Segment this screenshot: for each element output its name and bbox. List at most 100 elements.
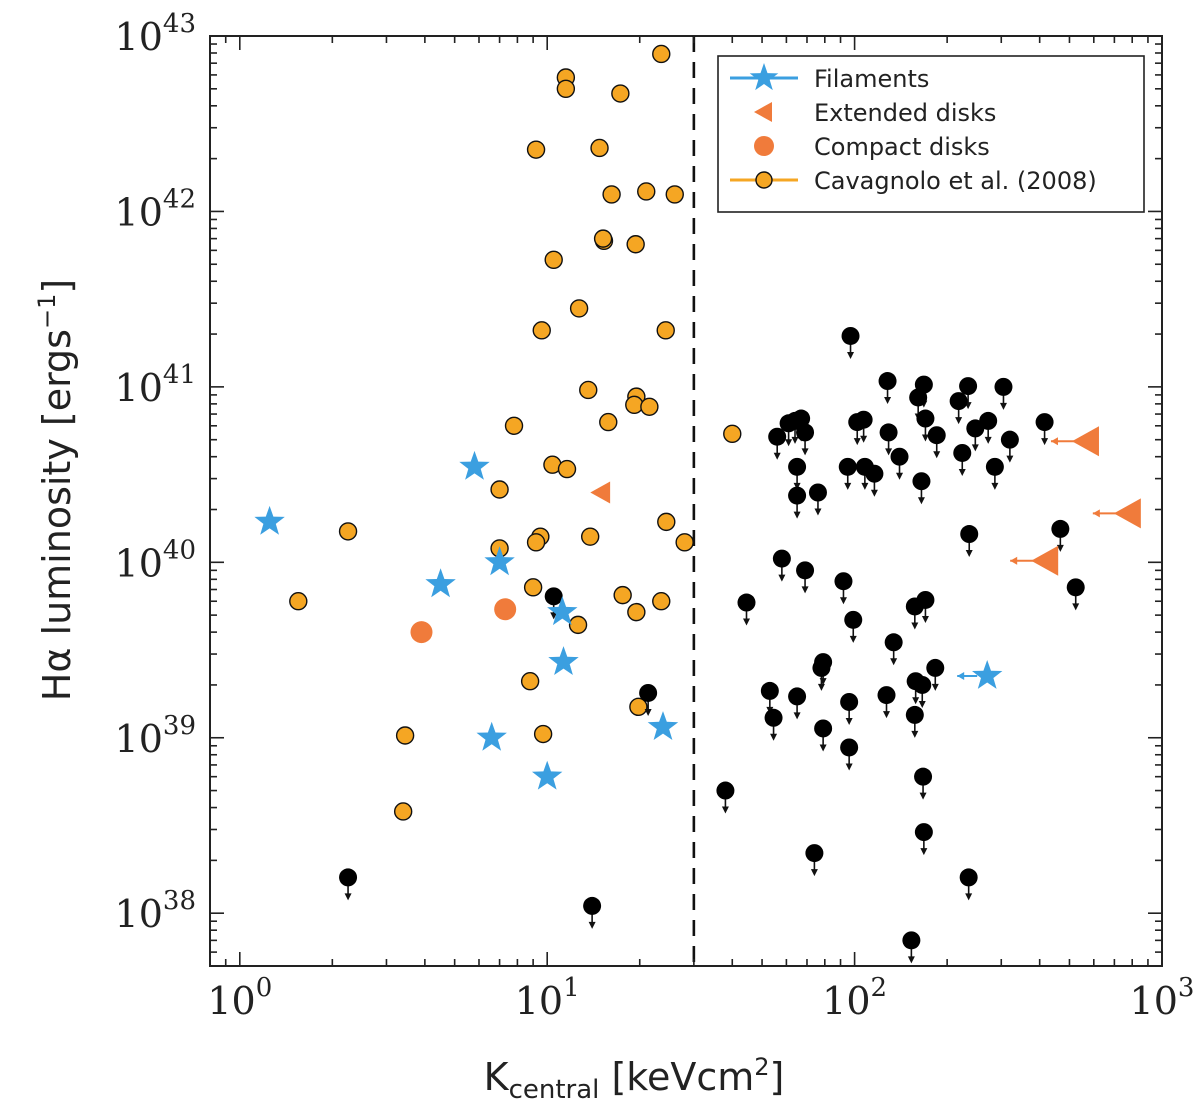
upper-limit-point — [927, 426, 946, 445]
y-axis-title-end: ] — [35, 279, 79, 294]
cavagnolo-point — [599, 412, 618, 432]
upper-limit-point — [916, 590, 935, 609]
legend-label: Cavagnolo et al. (2008) — [814, 167, 1097, 195]
cavagnolo-point — [544, 250, 563, 270]
upper-limit-point — [912, 472, 931, 491]
cavagnolo-point — [526, 533, 546, 552]
cavagnolo-point — [338, 522, 358, 541]
upper-limit-point — [716, 781, 735, 800]
cavagnolo-point — [520, 672, 540, 691]
legend-edge-circle-marker — [755, 171, 773, 189]
cavagnolo-point — [593, 229, 613, 248]
cavagnolo-point — [637, 182, 656, 201]
upper-limit-point — [583, 896, 602, 915]
upper-limit-point — [841, 326, 860, 345]
extended-disk-limit-point — [1113, 498, 1141, 529]
upper-limit-point — [902, 931, 921, 950]
cavagnolo-point — [568, 615, 588, 635]
upper-limit-point — [1035, 413, 1054, 432]
cavagnolo-point — [629, 697, 648, 717]
axis-ticks: 100 101 102 103 1038 1039 1040 1041 1042 1043 — [115, 9, 1195, 1023]
legend-item: Compact disks — [754, 133, 990, 161]
x-axis-title-sub: central — [509, 1075, 600, 1105]
cavagnolo-point — [652, 592, 671, 611]
upper-limit-point — [914, 767, 933, 786]
x-tick-label: 102 — [822, 973, 887, 1023]
filament-point — [254, 505, 285, 535]
x-tick-label: 101 — [515, 973, 580, 1023]
upper-limit-point — [953, 443, 972, 462]
cavagnolo-point — [533, 724, 553, 744]
upper-limit-point — [1000, 430, 1019, 449]
extended-disk-limit-point — [1031, 545, 1059, 576]
y-tick-label: 1039 — [115, 711, 196, 761]
cavagnolo-point — [626, 235, 645, 254]
filament-point — [459, 450, 490, 480]
cavagnolo-point — [532, 321, 551, 340]
cavagnolo-point — [557, 459, 577, 479]
upper-limit-point — [960, 525, 979, 544]
upper-limit-point — [878, 372, 897, 391]
legend-box — [717, 55, 1145, 213]
x-tick-label: 103 — [1130, 973, 1195, 1023]
cavagnolo-point — [625, 395, 644, 415]
y-axis-title-sup: −1 — [33, 294, 61, 329]
filament-point — [548, 646, 579, 675]
x-axis-title-main: K — [484, 1055, 510, 1099]
upper-limit-point — [760, 681, 779, 700]
upper-limit-point — [884, 633, 903, 652]
cavagnolo-point — [580, 527, 600, 546]
upper-limit-point — [1051, 519, 1070, 538]
upper-limit-point — [788, 486, 807, 505]
x-tick-label: 100 — [207, 973, 272, 1023]
upper-limit-point — [916, 409, 935, 428]
x-axis-title-unit: [keVcm — [599, 1055, 754, 1099]
cavagnolo-point — [490, 480, 509, 499]
filament-point — [532, 760, 563, 790]
cavagnolo-point — [652, 44, 671, 64]
cavagnolo-point — [569, 299, 589, 318]
y-tick-label: 1043 — [115, 9, 196, 59]
upper-limit-point — [772, 549, 791, 568]
cavagnolo-point — [656, 321, 675, 340]
upper-limit-point — [909, 388, 928, 407]
cavagnolo-point — [611, 84, 630, 103]
filament-limit-arrow — [957, 671, 978, 680]
extended-disk-point — [590, 481, 611, 504]
filament-point — [484, 546, 515, 576]
upper-limit-point — [792, 409, 811, 428]
y-tick-label: 1042 — [115, 184, 196, 234]
compact-disk-point — [494, 598, 517, 621]
y-axis-title: Hα luminosity [ergs−1] — [33, 279, 79, 701]
cavagnolo-point — [289, 592, 308, 611]
cavagnolo-point — [526, 140, 546, 159]
upper-limit-point — [796, 423, 815, 442]
legend-label: Compact disks — [814, 133, 990, 161]
upper-limit-point — [844, 610, 863, 629]
cavagnolo-point — [556, 79, 576, 99]
filament-point — [547, 596, 578, 626]
legend-circle-marker — [754, 136, 774, 156]
upper-limit-point — [913, 675, 932, 694]
y-tick-label: 1041 — [115, 360, 196, 410]
plot-border — [209, 35, 1163, 967]
filament-point — [476, 721, 507, 751]
cavagnolo-point — [640, 397, 659, 416]
cavagnolo-point — [523, 578, 543, 597]
plot-frame — [209, 35, 1163, 967]
legend-item: Extended disks — [754, 99, 996, 127]
upper-limit-point — [979, 411, 998, 430]
cavagnolo-point — [657, 512, 676, 532]
upper-limit-point — [639, 683, 658, 702]
upper-limit-point — [788, 457, 807, 476]
upper-limit-point — [788, 687, 807, 706]
upper-limit-point — [838, 457, 857, 476]
y-tick-label: 1040 — [115, 535, 196, 585]
legend-triangle-marker — [754, 102, 772, 122]
legend-label: Filaments — [814, 65, 929, 93]
upper-limit-point — [959, 377, 978, 396]
upper-limit-point — [796, 561, 815, 580]
data-points — [254, 44, 1141, 964]
upper-limit-point — [877, 686, 896, 705]
